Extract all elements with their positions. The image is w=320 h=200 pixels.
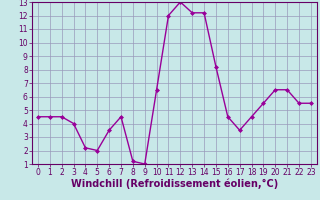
X-axis label: Windchill (Refroidissement éolien,°C): Windchill (Refroidissement éolien,°C) (71, 179, 278, 189)
